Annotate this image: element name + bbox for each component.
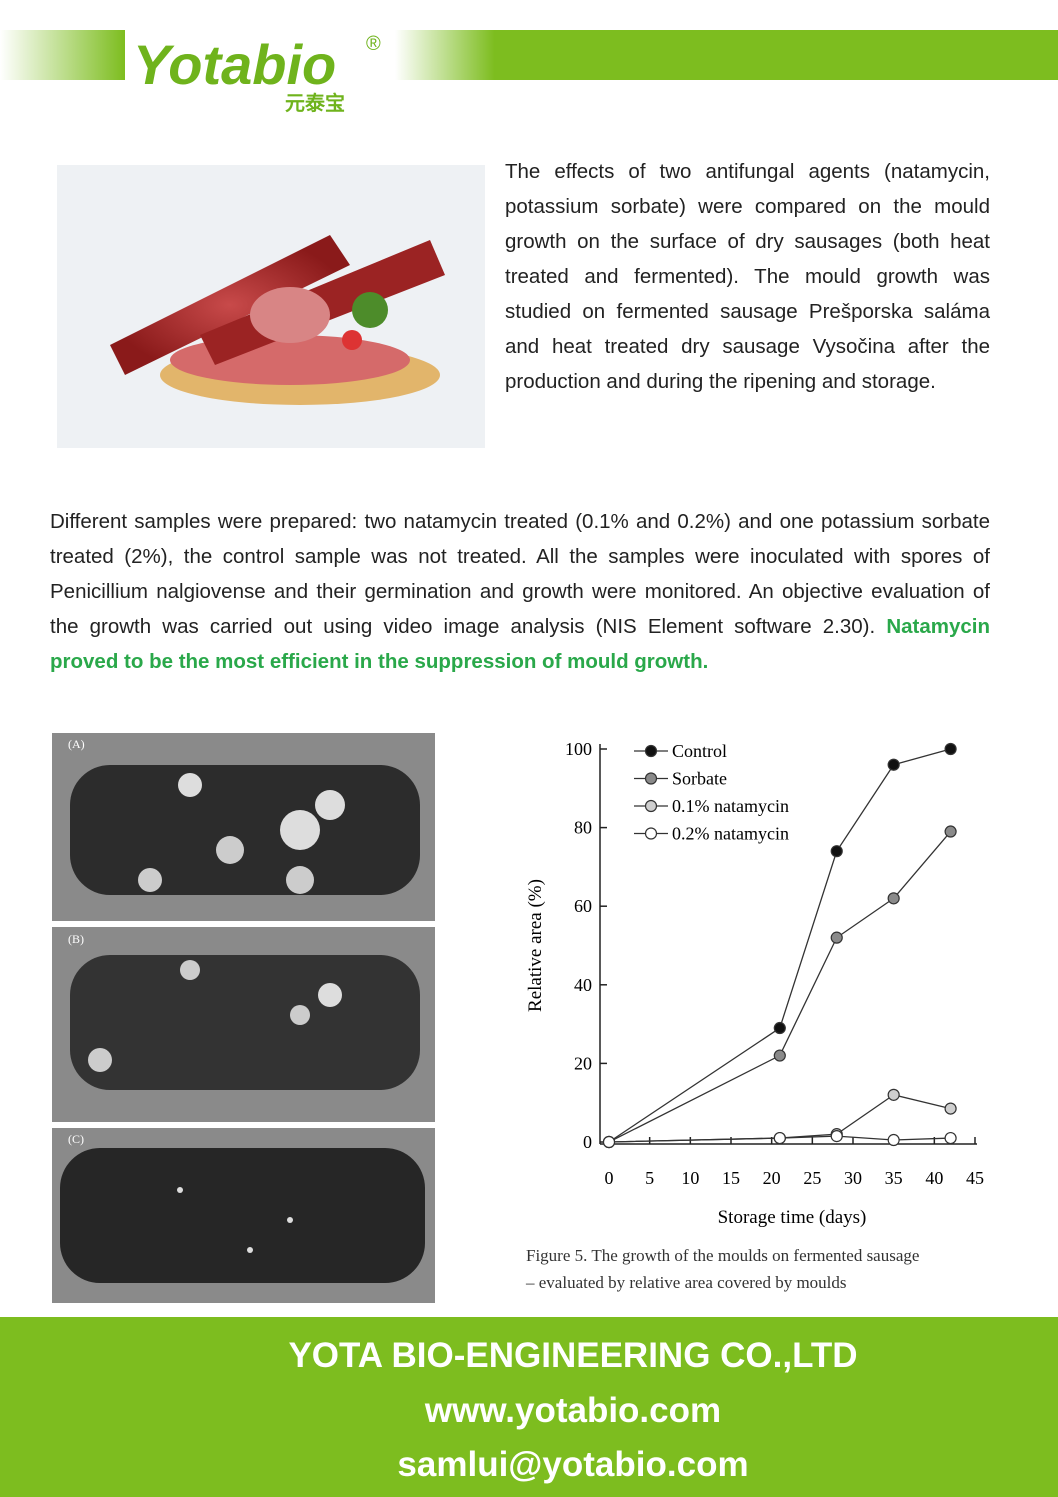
x-tick-label: 5 (645, 1168, 654, 1188)
x-tick-label: 20 (763, 1168, 781, 1188)
x-tick-label: 10 (681, 1168, 699, 1188)
data-point (887, 1088, 900, 1101)
header-bar-left (0, 30, 125, 80)
data-point (944, 1131, 957, 1145)
footer-company: YOTA BIO-ENGINEERING CO.,LTD (288, 1336, 858, 1375)
x-tick-label: 40 (925, 1168, 943, 1188)
data-point (602, 1135, 616, 1149)
x-tick-label: 30 (844, 1168, 862, 1188)
logo-registered: ® (366, 33, 381, 55)
body-text: Different samples were prepared: two nat… (50, 504, 990, 679)
y-axis-label: Relative area (%) (525, 879, 546, 1012)
y-tick-label: 20 (574, 1053, 592, 1073)
data-point (887, 892, 900, 905)
data-point (944, 1102, 957, 1115)
data-point (944, 825, 957, 838)
legend-label: Sorbate (672, 769, 727, 789)
logo-chinese: 元泰宝 (285, 91, 345, 115)
x-tick-label: 35 (885, 1168, 903, 1188)
body-text-main: Different samples were prepared: two nat… (50, 510, 990, 638)
legend-marker (644, 744, 658, 758)
x-tick-label: 15 (722, 1168, 740, 1188)
data-point (830, 845, 843, 858)
legend-label: 0.1% natamycin (672, 796, 789, 816)
data-point (887, 758, 900, 771)
mould-photos: (A) (B) (C) (52, 733, 435, 1303)
y-tick-label: 0 (583, 1132, 592, 1152)
legend-label: Control (672, 741, 727, 761)
photo-label: (A) (68, 737, 85, 751)
x-tick-label: 45 (966, 1168, 984, 1188)
intro-text: The effects of two antifungal agents (na… (505, 160, 990, 393)
footer-email: samlui@yotabio.com (397, 1445, 749, 1484)
legend-marker (644, 799, 658, 813)
header-bar-right (395, 30, 1058, 80)
x-tick-label: 0 (605, 1168, 614, 1188)
footer-bar (0, 1317, 1058, 1497)
x-tick-label: 25 (803, 1168, 821, 1188)
photo-label: (C) (68, 1132, 84, 1146)
data-point (830, 931, 843, 944)
data-point (944, 742, 957, 756)
sausage-photo (57, 165, 485, 448)
y-tick-label: 80 (574, 818, 592, 838)
y-tick-label: 100 (565, 739, 592, 759)
data-point (773, 1049, 786, 1062)
photo-label: (B) (68, 932, 84, 946)
data-point (830, 1130, 843, 1143)
figure-caption: Figure 5. The growth of the moulds on fe… (526, 1246, 919, 1265)
data-point (773, 1021, 786, 1035)
figure-caption: – evaluated by relative area covered by … (525, 1273, 847, 1292)
legend-marker (644, 827, 658, 840)
legend-label: 0.2% natamycin (672, 824, 789, 844)
y-tick-label: 40 (574, 975, 592, 995)
data-point (887, 1133, 900, 1147)
data-point (773, 1131, 786, 1145)
legend-marker (644, 772, 658, 785)
body-highlight: Natamycin proved to be the most efficien… (50, 615, 990, 673)
x-axis-label: Storage time (days) (718, 1207, 867, 1228)
logo: Yotabio (133, 33, 336, 96)
footer-website: www.yotabio.com (424, 1391, 722, 1430)
y-tick-label: 60 (574, 896, 592, 916)
